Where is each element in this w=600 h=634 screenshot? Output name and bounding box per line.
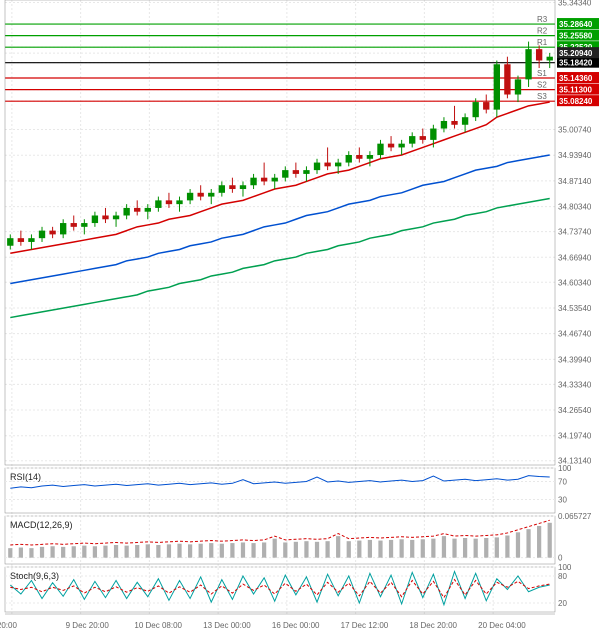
svg-text:100: 100 [558,464,572,473]
svg-text:20:00: 20:00 [0,621,17,630]
svg-text:35.34340: 35.34340 [558,0,592,7]
svg-text:RSI(14): RSI(14) [10,472,41,482]
svg-text:17 Dec 12:00: 17 Dec 12:00 [341,621,389,630]
svg-text:MACD(12,26,9): MACD(12,26,9) [10,520,73,530]
svg-text:34.66940: 34.66940 [558,253,592,262]
svg-text:0.065727: 0.065727 [558,512,592,521]
svg-text:35.28640: 35.28640 [559,20,593,29]
svg-text:35.25580: 35.25580 [559,32,593,41]
svg-text:R2: R2 [537,27,548,36]
svg-text:34.26540: 34.26540 [558,406,592,415]
chart-svg[interactable]: 35.3434035.2864035.2252035.2094035.18420… [0,0,600,634]
svg-text:34.46740: 34.46740 [558,330,592,339]
svg-text:S3: S3 [537,92,547,101]
svg-text:18 Dec 20:00: 18 Dec 20:00 [409,621,457,630]
svg-text:100: 100 [558,563,572,572]
chart-container: 35.3434035.2864035.2252035.2094035.18420… [0,0,600,634]
svg-text:34.80340: 34.80340 [558,203,592,212]
svg-text:34.60340: 34.60340 [558,278,592,287]
svg-text:34.19740: 34.19740 [558,432,592,441]
svg-text:35.20940: 35.20940 [559,49,593,58]
svg-text:16 Dec 00:00: 16 Dec 00:00 [272,621,320,630]
svg-text:35.00740: 35.00740 [558,126,592,135]
svg-text:34.73740: 34.73740 [558,228,592,237]
svg-text:Stoch(9,6,3): Stoch(9,6,3) [10,571,59,581]
svg-text:13 Dec 00:00: 13 Dec 00:00 [203,621,251,630]
svg-text:35.11300: 35.11300 [559,86,592,95]
svg-text:80: 80 [558,572,567,581]
svg-text:9 Dec 20:00: 9 Dec 20:00 [66,621,110,630]
svg-text:70: 70 [558,478,567,487]
svg-text:20 Dec 04:00: 20 Dec 04:00 [478,621,526,630]
svg-text:20: 20 [558,599,567,608]
svg-text:R1: R1 [537,38,548,47]
svg-text:34.93940: 34.93940 [558,151,592,160]
svg-text:34.39940: 34.39940 [558,355,592,364]
svg-text:35.14360: 35.14360 [559,74,593,83]
svg-text:S2: S2 [537,81,547,90]
svg-text:R3: R3 [537,15,548,24]
svg-text:10 Dec 08:00: 10 Dec 08:00 [134,621,182,630]
svg-text:0: 0 [558,554,563,563]
svg-text:34.53540: 34.53540 [558,304,592,313]
svg-text:S1: S1 [537,69,547,78]
svg-text:34.87140: 34.87140 [558,177,592,186]
svg-text:34.33340: 34.33340 [558,380,592,389]
svg-text:30: 30 [558,496,567,505]
svg-text:35.18420: 35.18420 [559,59,593,68]
svg-text:35.08240: 35.08240 [559,97,593,106]
